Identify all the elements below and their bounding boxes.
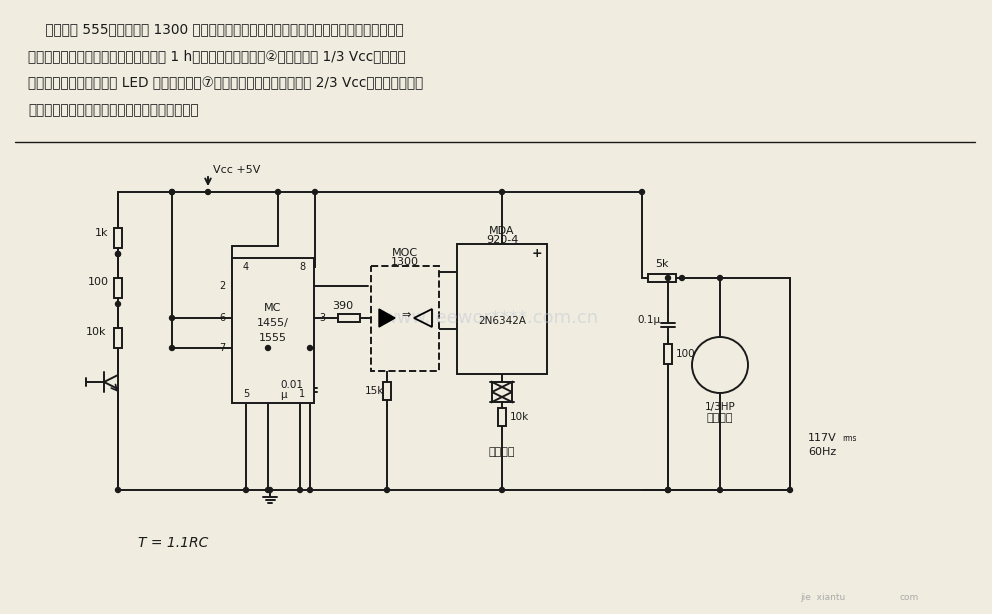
Circle shape (308, 488, 312, 492)
Circle shape (276, 190, 281, 195)
Circle shape (788, 488, 793, 492)
Circle shape (717, 276, 722, 281)
Text: 390: 390 (332, 301, 353, 311)
Circle shape (170, 346, 175, 351)
Circle shape (717, 488, 722, 492)
Text: Vcc +5V: Vcc +5V (213, 165, 260, 175)
Circle shape (170, 316, 175, 321)
Text: T = 1.1RC: T = 1.1RC (138, 536, 208, 550)
Text: μ: μ (280, 390, 287, 400)
Circle shape (308, 346, 312, 351)
Bar (338, 314, 360, 322)
Text: 1: 1 (299, 389, 306, 399)
Text: 将定时器 555、光隔离器 1300 和桥式触发三端双向可控硅开关组合起来，在控制开关短时: 将定时器 555、光隔离器 1300 和桥式触发三端双向可控硅开关组合起来，在控… (28, 22, 404, 36)
Circle shape (170, 190, 175, 195)
Text: 6: 6 (219, 313, 225, 323)
Polygon shape (379, 309, 395, 327)
Circle shape (266, 346, 271, 351)
Text: 定时器输出变高，从而使 LED 导通。同时，⑦的电容开始充电，充电充到 2/3 Vcc以前，输出仍然: 定时器输出变高，从而使 LED 导通。同时，⑦的电容开始充电，充电充到 2/3 … (28, 76, 424, 90)
Circle shape (115, 252, 120, 257)
Text: 920-4: 920-4 (486, 235, 518, 245)
Text: 1300: 1300 (391, 257, 419, 267)
Text: 1k: 1k (95, 228, 109, 238)
Bar (664, 344, 672, 364)
Text: 1455/: 1455/ (257, 318, 289, 328)
Circle shape (666, 488, 671, 492)
Circle shape (500, 190, 505, 195)
Bar (498, 408, 506, 426)
Text: 1555: 1555 (259, 333, 287, 343)
Circle shape (268, 488, 273, 492)
Text: rms: rms (842, 434, 856, 443)
Circle shape (115, 488, 120, 492)
Text: +: + (532, 246, 543, 260)
Circle shape (298, 488, 303, 492)
Text: 按下后使交流马达或者其它装置通电达 1 h。开关闭合后定时器②的电压降至 1/3 Vcc以下，使: 按下后使交流马达或者其它装置通电达 1 h。开关闭合后定时器②的电压降至 1/3… (28, 49, 406, 63)
Circle shape (666, 276, 671, 281)
Text: MC: MC (264, 303, 282, 313)
Bar (383, 382, 391, 400)
Circle shape (680, 276, 684, 281)
Text: 8: 8 (299, 262, 306, 272)
Text: 117V: 117V (808, 433, 836, 443)
Text: 为高电平；当输出恢复到低电平时，马达关掉。: 为高电平；当输出恢复到低电平时，马达关掉。 (28, 103, 198, 117)
Text: 7: 7 (219, 343, 225, 353)
Text: 1/3HP: 1/3HP (704, 402, 735, 412)
Text: 10k: 10k (85, 327, 106, 337)
Text: 2: 2 (219, 281, 225, 291)
Bar (371, 266, 439, 371)
Bar (232, 258, 314, 403)
Text: MOC: MOC (392, 248, 418, 258)
Text: 4: 4 (243, 262, 249, 272)
Text: 二极管桥: 二极管桥 (489, 447, 515, 457)
Bar (457, 244, 547, 374)
Bar (114, 228, 122, 248)
Text: 交流马达: 交流马达 (706, 413, 733, 423)
Bar (648, 274, 676, 282)
Circle shape (500, 488, 505, 492)
Text: 0.1μ: 0.1μ (637, 315, 660, 325)
Circle shape (266, 488, 271, 492)
Text: 5k: 5k (656, 259, 669, 269)
Text: jie  xiantu: jie xiantu (800, 593, 845, 602)
Text: 100: 100 (87, 277, 108, 287)
Text: MDA: MDA (489, 226, 515, 236)
Bar (114, 328, 122, 348)
Text: 2N6342A: 2N6342A (478, 316, 526, 326)
Text: 60Hz: 60Hz (808, 447, 836, 457)
Text: 5: 5 (243, 389, 249, 399)
Text: 10k: 10k (510, 412, 530, 422)
Text: www.leewor****.com.cn: www.leewor****.com.cn (382, 309, 598, 327)
Circle shape (666, 488, 671, 492)
Text: 100: 100 (676, 349, 695, 359)
Circle shape (115, 252, 120, 257)
Bar (114, 278, 122, 298)
Circle shape (640, 190, 645, 195)
Text: 3: 3 (319, 313, 325, 323)
Text: 15k: 15k (365, 386, 384, 396)
Text: 0.01: 0.01 (280, 380, 303, 390)
Circle shape (170, 190, 175, 195)
Circle shape (312, 190, 317, 195)
Text: com: com (900, 593, 920, 602)
Circle shape (243, 488, 249, 492)
Text: ⇒: ⇒ (402, 310, 411, 320)
Circle shape (205, 190, 210, 195)
Circle shape (115, 301, 120, 306)
Circle shape (385, 488, 390, 492)
